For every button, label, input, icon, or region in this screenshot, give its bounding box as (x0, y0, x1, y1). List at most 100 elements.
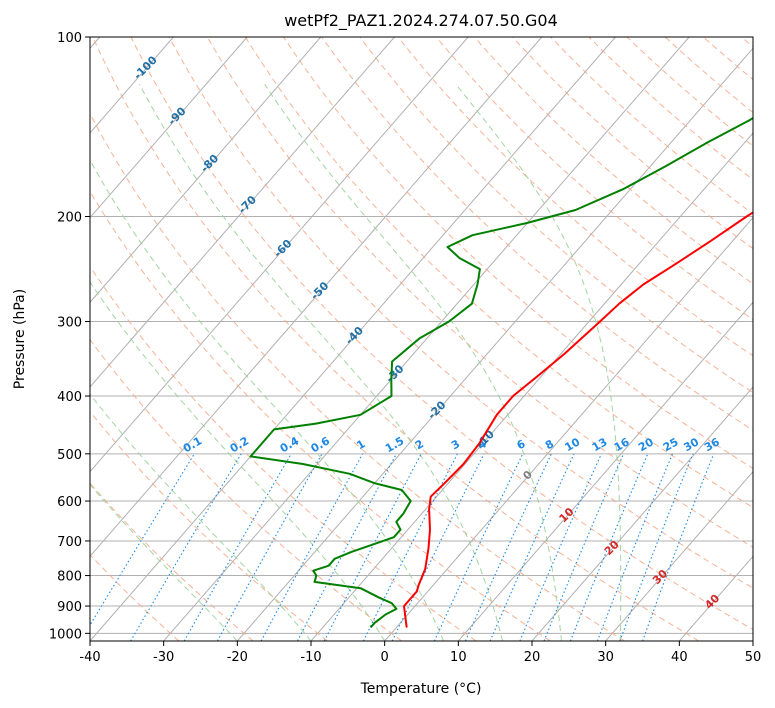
dry-adiabat (90, 265, 477, 641)
mixing-ratio-line (569, 453, 649, 641)
mixing-ratio-label: 20 (636, 435, 656, 454)
mixing-ratio-line (642, 453, 715, 641)
dry-adiabat (206, 37, 753, 548)
mixing-ratio-line (183, 453, 292, 641)
dry-adiabat (702, 37, 753, 81)
y-tick-label: 900 (57, 600, 82, 615)
isotherm-gridline (752, 640, 753, 641)
mixing-ratio-label: 6 (515, 437, 528, 452)
y-tick-label: 800 (57, 570, 82, 585)
mixing-ratio-line (323, 453, 422, 641)
y-tick-label: 1000 (49, 627, 82, 642)
y-tick-label: 700 (57, 535, 82, 550)
x-tick-label: -20 (227, 650, 248, 665)
mixing-ratio-label: 0.6 (309, 434, 333, 455)
mixing-ratio-label: 0.4 (278, 434, 302, 455)
dry-adiabat (90, 338, 402, 641)
isotherm-gridline (90, 37, 543, 558)
moist-adiabat (264, 83, 562, 641)
x-axis: -40 -30 -20 -10 0 10 20 30 40 50 (79, 641, 761, 665)
dewpoint-profile (249, 116, 753, 628)
mixing-ratio-line (362, 453, 458, 641)
y-tick-label: 200 (57, 211, 82, 226)
mixing-ratio-line (596, 453, 674, 641)
mixing-ratio-line (216, 453, 323, 641)
x-tick-label: 20 (524, 650, 541, 665)
dry-adiabat (244, 37, 753, 509)
plot-area: 0.1 0.2 0.4 0.6 1 1.5 2 3 4 6 8 10 13 16 20 25 30 36-100-… (90, 37, 753, 641)
dry-adiabat (92, 37, 700, 641)
mixing-ratio-label: 30 (681, 435, 701, 454)
dry-adiabat (90, 190, 551, 641)
mixing-ratio-label: 13 (590, 435, 610, 454)
mixing-ratio-label: 8 (543, 437, 556, 452)
dry-adiabat (435, 37, 753, 321)
dry-adiabat (90, 112, 625, 641)
dry-adiabat (474, 37, 753, 285)
x-tick-label: 40 (671, 650, 688, 665)
isotherm-gridline (531, 386, 753, 641)
isotherm-gridline (90, 37, 395, 388)
mixing-ratio-label: 3 (449, 437, 462, 452)
mixing-ratio-line (543, 453, 625, 641)
y-axis-label: Pressure (hPa) (12, 289, 28, 389)
y-tick-label: 100 (57, 31, 82, 46)
moist-adiabat (90, 159, 445, 641)
plot-frame (89, 36, 754, 642)
x-tick-label: 50 (745, 650, 762, 665)
dry-adiabat (321, 37, 753, 431)
mixing-ratio-label: 36 (702, 435, 722, 454)
mixing-ratio-line (619, 453, 694, 641)
dry-adiabat (397, 37, 753, 357)
mixing-ratio-label: 1 (354, 437, 367, 452)
mixing-ratio-line (433, 453, 524, 641)
x-tick-label: 30 (597, 650, 614, 665)
moist-adiabat (138, 83, 503, 641)
isotherm-gridline (236, 47, 753, 641)
x-tick-label: -30 (153, 650, 174, 665)
isotherm-gridline (90, 37, 248, 219)
mixing-ratio-label: 0.2 (228, 434, 251, 455)
x-tick-label: 10 (450, 650, 467, 665)
isotherm-gridline (457, 301, 753, 641)
mixing-ratio-line (90, 453, 195, 627)
isotherm-gridline (678, 555, 753, 641)
dry-adiabat (130, 37, 753, 631)
mixing-ratio-line (130, 453, 242, 641)
dry-adiabat (90, 410, 328, 641)
isotherm-gridline (90, 37, 322, 304)
isotherm-gridline (163, 37, 690, 641)
isotherm-gridline (605, 470, 753, 641)
isotherm-gridline (90, 37, 469, 473)
dry-adiabat (588, 37, 753, 181)
y-tick-label: 500 (57, 448, 82, 463)
isotherm-gridline (384, 216, 753, 641)
mixing-ratio-label: 1.5 (383, 434, 406, 455)
dry-adiabat (550, 37, 753, 215)
dry-adiabat (359, 37, 753, 394)
moist-adiabat (90, 393, 312, 641)
dry-adiabat (626, 37, 753, 147)
mixing-ratio-label: 0.1 (181, 434, 204, 455)
y-tick-label: 600 (57, 495, 82, 510)
y-axis: 100 200 300 400 500 600 700 800 900 1000 (49, 31, 90, 642)
x-axis-label: Temperature (°C) (360, 681, 482, 697)
mixing-ratio-label: 16 (612, 435, 632, 454)
x-tick-label: -40 (79, 650, 100, 665)
dry-adiabat (741, 37, 753, 48)
mixing-ratio-line (519, 453, 602, 641)
dry-adiabat (664, 37, 753, 114)
y-tick-label: 400 (57, 390, 82, 405)
moist-adiabat (455, 83, 622, 641)
y-tick-label: 300 (57, 316, 82, 331)
mixing-ratio-line (260, 453, 364, 641)
isotherm-gridline (310, 132, 753, 641)
isotherm-gridline (90, 37, 616, 641)
chart-title: wetPf2_PAZ1.2024.274.07.50.G04 (284, 11, 558, 31)
temperature-profile (403, 211, 753, 628)
dry-adiabat (168, 37, 753, 589)
mixing-ratio-label: 25 (661, 435, 681, 454)
x-tick-label: 0 (381, 650, 389, 665)
x-tick-label: -10 (300, 650, 321, 665)
